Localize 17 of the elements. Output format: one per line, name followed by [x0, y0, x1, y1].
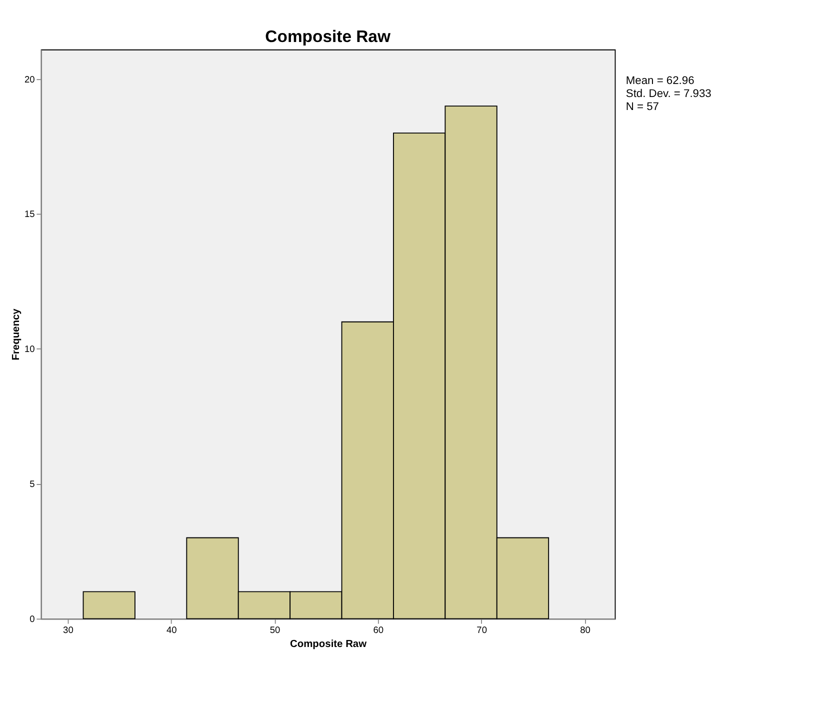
- y-tick-label: 10: [24, 344, 35, 354]
- y-axis-title: Frequency: [10, 308, 22, 360]
- x-tick-label: 70: [476, 625, 487, 636]
- x-tick-label: 40: [166, 625, 177, 636]
- y-tick-label: 0: [30, 614, 35, 624]
- x-tick-label: 60: [373, 625, 384, 636]
- y-tick-label: 15: [24, 209, 35, 220]
- text: Std. Dev. = 7.933: [626, 88, 712, 100]
- y-tick-label: 20: [24, 74, 35, 84]
- x-tick-label: 80: [580, 625, 590, 636]
- x-tick-label: 50: [270, 625, 280, 636]
- x-axis-title: Composite Raw: [290, 638, 367, 650]
- x-tick-label: 30: [63, 625, 74, 636]
- y-tick-label: 5: [30, 479, 35, 490]
- text: N = 57: [626, 100, 660, 113]
- chart-title: Composite Raw: [265, 26, 392, 46]
- text: Mean = 62.96: [626, 74, 694, 87]
